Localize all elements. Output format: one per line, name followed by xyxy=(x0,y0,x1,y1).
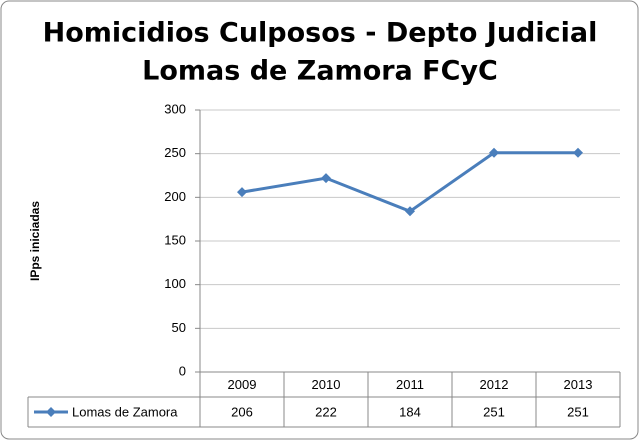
x-tick-label: 2009 xyxy=(228,377,257,392)
y-tick-label: 300 xyxy=(164,101,186,116)
data-point xyxy=(573,147,583,158)
y-tick-label: 0 xyxy=(179,363,186,378)
x-tick-label: 2013 xyxy=(564,377,593,392)
data-point xyxy=(321,173,331,184)
legend-label: Lomas de Zamora xyxy=(72,404,178,419)
data-point xyxy=(405,206,415,217)
y-tick-label: 100 xyxy=(164,276,186,291)
y-tick-label: 50 xyxy=(172,320,186,335)
chart-title: Lomas de Zamora FCyC xyxy=(142,56,498,87)
table-value: 251 xyxy=(483,404,505,419)
y-axis-title: IPps iniciadas xyxy=(28,201,42,281)
y-tick-label: 250 xyxy=(164,145,186,160)
x-tick-label: 2011 xyxy=(396,377,424,392)
x-tick-label: 2010 xyxy=(312,377,341,392)
legend-marker xyxy=(46,407,56,417)
y-tick-label: 200 xyxy=(164,189,186,204)
table-value: 184 xyxy=(399,404,421,419)
table-value: 222 xyxy=(315,404,337,419)
chart-title: Homicidios Culposos - Depto Judicial xyxy=(43,18,598,49)
y-tick-label: 150 xyxy=(164,232,186,247)
x-tick-label: 2012 xyxy=(480,377,509,392)
data-point xyxy=(489,147,499,158)
table-value: 251 xyxy=(567,404,589,419)
data-point xyxy=(237,187,247,198)
table-value: 206 xyxy=(231,404,253,419)
